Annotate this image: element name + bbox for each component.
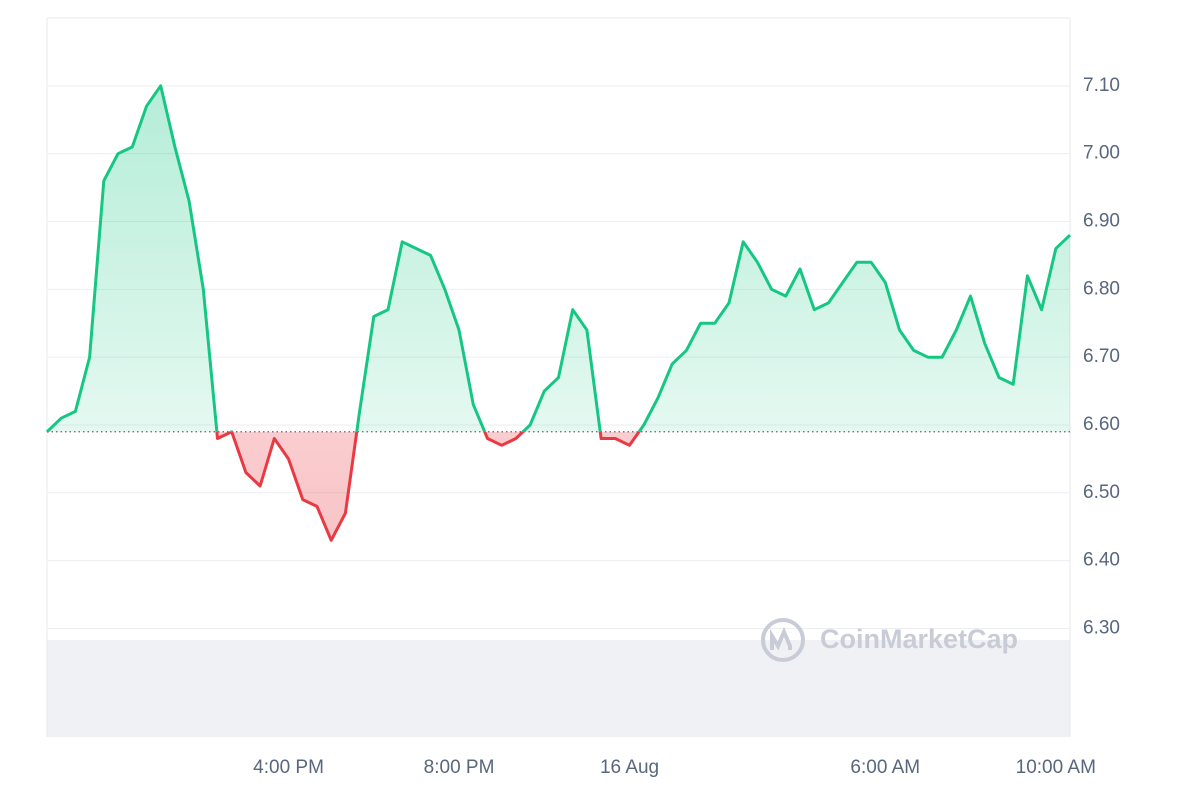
x-tick-label: 8:00 PM [424, 757, 495, 778]
x-tick-label: 4:00 PM [253, 757, 324, 778]
y-tick-label: 6.80 [1083, 278, 1120, 299]
x-tick-label: 10:00 AM [1016, 757, 1096, 778]
volume-area [47, 640, 1070, 737]
y-tick-label: 6.50 [1083, 482, 1120, 503]
price-line-down [46, 431, 641, 542]
y-tick-label: 7.00 [1083, 143, 1120, 164]
x-tick-label: 16 Aug [600, 757, 659, 778]
x-tick-label: 6:00 AM [850, 757, 920, 778]
y-tick-label: 6.40 [1083, 550, 1120, 571]
y-tick-label: 6.70 [1083, 346, 1120, 367]
area-down [47, 431, 640, 541]
y-tick-label: 7.10 [1083, 75, 1120, 96]
y-tick-label: 6.60 [1083, 414, 1120, 435]
y-tick-label: 6.90 [1083, 211, 1120, 232]
watermark-text: CoinMarketCap [820, 624, 1018, 654]
price-line [45, 84, 1072, 432]
y-tick-label: 6.30 [1083, 617, 1120, 638]
watermark: CoinMarketCap [761, 618, 1018, 662]
area-up [47, 85, 1070, 432]
